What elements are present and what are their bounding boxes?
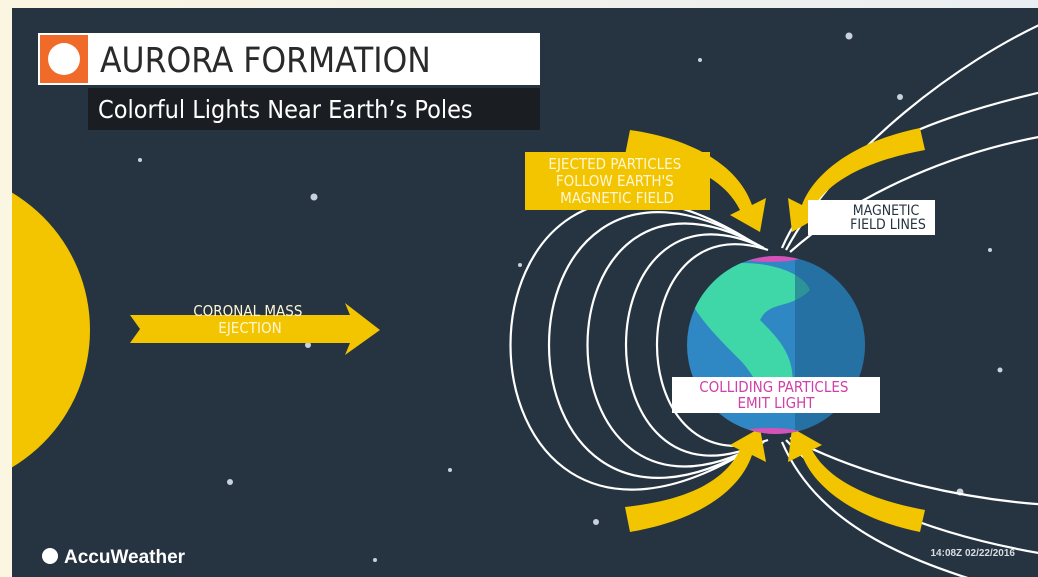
cme-line: EJECTION: [218, 319, 281, 337]
colliding-line: EMIT LIGHT: [737, 394, 815, 412]
ejected-line: MAGNETIC FIELD: [560, 189, 674, 207]
field-lines-line: MAGNETIC: [853, 203, 920, 219]
cme-label: CORONAL MASS EJECTION: [193, 302, 306, 337]
cme-arrow: [130, 303, 380, 355]
colliding-line: COLLIDING PARTICLES: [699, 378, 848, 396]
brand-logo: [42, 548, 58, 564]
cme-line: CORONAL MASS: [193, 302, 302, 320]
title-box: [38, 33, 540, 85]
subtitle: Colorful Lights Near Earth’s Poles: [98, 95, 473, 124]
ejected-label: EJECTED PARTICLES FOLLOW EARTH'S MAGNETI…: [548, 155, 685, 207]
ejected-line: EJECTED PARTICLES: [548, 155, 681, 173]
timestamp: 14:08Z 02/22/2016: [930, 548, 1015, 559]
colliding-label: COLLIDING PARTICLES EMIT LIGHT: [699, 378, 853, 412]
stars: [138, 32, 1003, 562]
field-lines-box: [808, 200, 935, 235]
globe-icon-circle: [48, 43, 80, 75]
title: AURORA FORMATION: [100, 41, 431, 81]
sun: [12, 192, 90, 468]
ejected-box: [525, 152, 710, 210]
field-lines-line: FIELD LINES: [850, 217, 926, 233]
brand: AccuWeather: [64, 547, 186, 568]
ejected-line: FOLLOW EARTH'S: [556, 172, 674, 190]
colliding-box: [672, 377, 880, 413]
field-lines-label: MAGNETIC FIELD LINES: [850, 203, 926, 233]
subtitle-box: [88, 88, 540, 130]
